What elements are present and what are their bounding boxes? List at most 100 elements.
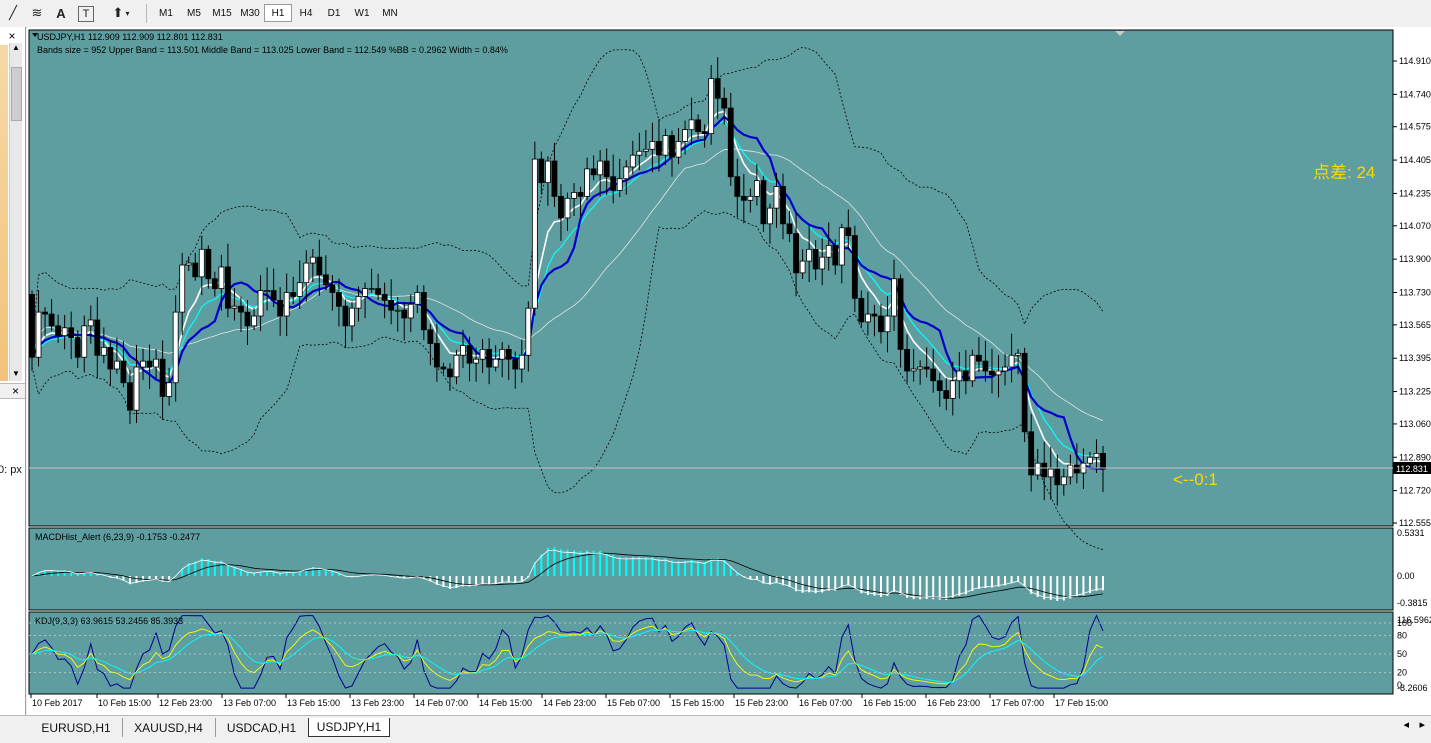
candle-body [995,370,1002,376]
candle-body [1034,462,1041,476]
candle-body [969,354,976,382]
candle-body [146,360,153,368]
candle-body [87,319,94,327]
arrows-tool-icon[interactable]: ⬆ ▾ [112,5,130,20]
candle-body [832,245,839,266]
time-axis: 10 Feb 2017 10 Feb 15:00 12 Feb 23:00 13 Fe… [30,694,1108,708]
candle-body [721,97,728,109]
tab-eurusd-h1[interactable]: EURUSD,H1 [30,718,123,737]
candle-body [917,366,924,370]
tab-scroll-left-icon[interactable]: ◂ [1403,719,1409,731]
timeframe-m5-button[interactable]: M5 [187,7,201,19]
kdj-axis-label: 50 [1397,649,1407,659]
kdj-axis-label: -8.2606 [1397,683,1428,693]
candle-body [1087,456,1093,464]
candle-body [858,297,865,323]
candle-body [238,305,244,313]
candle-body [264,290,270,292]
timeframe-h1-button[interactable]: H1 [264,4,292,22]
timeframe-m15-button[interactable]: M15 [212,7,232,19]
candle-body [192,262,199,278]
price-tick-label: 114.070 [1399,221,1431,231]
candle-body [1015,352,1022,356]
current-price-tag [1393,462,1431,474]
draw-line-icon[interactable]: ╱ [9,5,17,20]
macd-label: MACDHist_Alert (6,23,9) -0.1753 -0.2477 [35,532,200,542]
candle-body [257,290,264,317]
candle-body [309,256,316,264]
macd-axis-label: -0.3815 [1397,598,1428,608]
kdj-lines [31,614,1104,689]
candle-body [479,348,486,360]
kdj-label: KDJ(9,3,3) 63.9615 53.2456 85.3933 [35,616,183,626]
timeframe-mn-button[interactable]: MN [382,7,398,19]
price-tick-label: 113.225 [1399,387,1431,397]
candle-body [597,160,604,176]
candle-body [140,360,146,368]
candle-body [316,256,323,276]
candle-body [277,299,284,317]
chart-canvas[interactable]: 114.910 114.740 114.575 114.405 114.235 114.0… [27,27,1431,715]
text-label-icon[interactable]: A [56,5,66,21]
candle-body [185,262,192,266]
candle-body [976,354,982,362]
close-icon[interactable]: × [8,29,16,43]
scroll-down-icon[interactable]: ▼ [12,369,20,378]
candle-body [303,262,310,284]
chart-menu-triangle-icon[interactable] [32,33,38,37]
label-tool-icon[interactable]: T [78,6,94,22]
candle-body [460,345,466,356]
candle-body [505,348,512,360]
price-tick-label: 114.235 [1399,188,1431,198]
candle-body [1067,464,1074,478]
candle-body [251,315,257,327]
candle-body [1021,352,1028,433]
candle-body [1060,476,1067,486]
candle-body [218,266,225,289]
kdj-j-line [31,614,1104,689]
time-tick-label: 17 Feb 15:00 [1055,698,1108,708]
candle-body [943,390,950,399]
toolbar: ╱ ≋ A T ⬆ ▾ M1 M5 M15 M30 H1 H4 D1 W1 MN [0,0,1431,28]
candle-body [799,260,806,274]
scrollbar[interactable]: ▲ ▼ [9,43,22,381]
scroll-thumb[interactable] [11,67,22,121]
tab-usdjpy-h1[interactable]: USDJPY,H1 [308,718,390,737]
chart-shift-marker-icon[interactable] [1115,31,1125,36]
candle-body [525,307,532,356]
candle-body [198,248,205,278]
tab-scroll-right-icon[interactable]: ▸ [1419,719,1425,731]
close-icon[interactable]: × [12,384,20,398]
candle-body [486,348,493,368]
timeframe-m1-button[interactable]: M1 [159,7,173,19]
text-tool-icon[interactable]: ≋ [31,5,43,20]
candle-body [290,292,297,297]
candle-body [851,235,858,299]
candle-body [577,192,584,197]
candle-body [427,329,434,344]
timeframe-h4-button[interactable]: H4 [299,7,313,19]
candle-body [538,158,545,184]
candle-body [1041,462,1048,478]
tab-usdcad-h1[interactable]: USDCAD,H1 [215,718,309,737]
timeframe-d1-button[interactable]: D1 [327,7,341,19]
candle-body [571,192,577,199]
price-tick-label: 113.900 [1399,254,1431,264]
candle-body [68,327,75,339]
scroll-up-icon[interactable]: ▲ [12,43,20,52]
candle-body [61,327,68,337]
candle-body [819,256,826,270]
candle-body [786,223,793,235]
price-tick-label: 112.720 [1399,486,1431,496]
candle-body [760,180,767,225]
candle-body [512,358,519,370]
macd-line [31,549,1104,599]
timeframe-m30-button[interactable]: M30 [240,7,260,19]
time-tick-label: 10 Feb 2017 [32,698,83,708]
tab-xauusd-h4[interactable]: XAUUSD,H4 [122,718,216,737]
timeframe-w1-button[interactable]: W1 [354,7,370,19]
chart-window[interactable]: 114.910 114.740 114.575 114.405 114.235 114.0… [27,27,1431,715]
candle-body [153,358,159,368]
time-tick-label: 16 Feb 15:00 [863,698,916,708]
ma-slow-white-line [31,148,1104,422]
